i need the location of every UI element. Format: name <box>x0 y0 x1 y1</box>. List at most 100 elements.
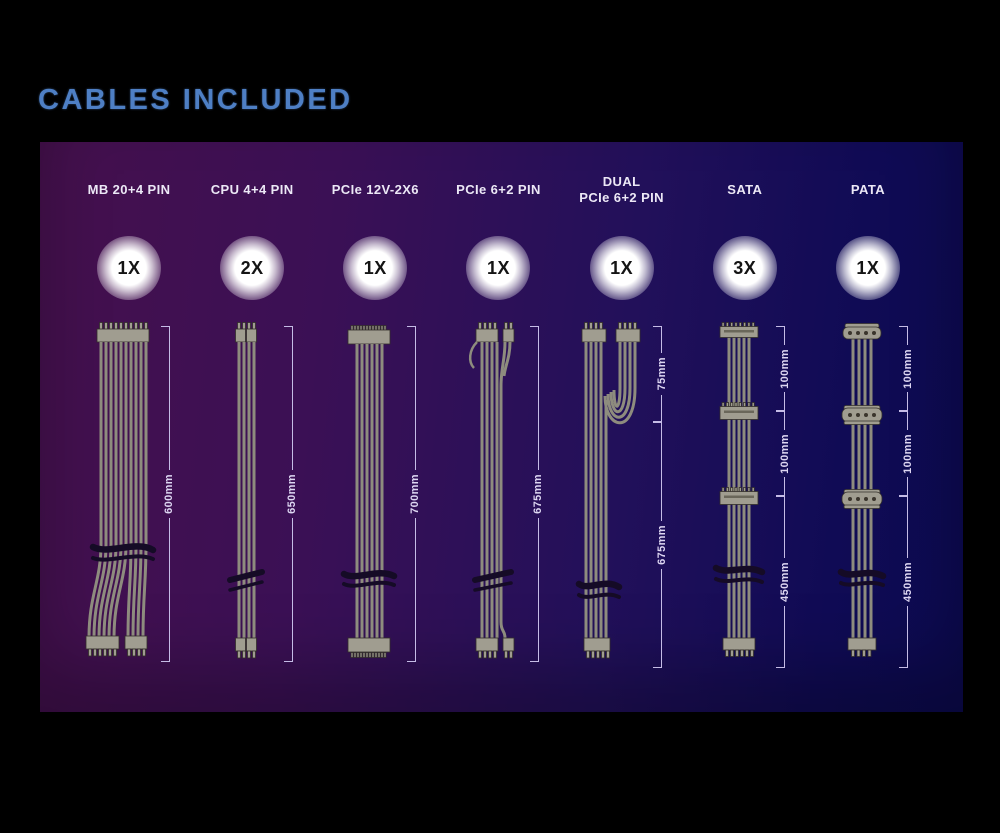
bracket-line <box>784 497 786 559</box>
quantity-badge: 3X <box>712 236 777 300</box>
bracket-line <box>537 327 539 471</box>
bracket-tick <box>653 422 663 423</box>
quantity-badge: 1X <box>343 236 408 300</box>
cable-illustration-pata-icon <box>837 323 887 657</box>
cable-column-pata: PATA 1X <box>809 142 927 712</box>
cables-panel: MB 20+4 PIN 1X <box>40 142 963 712</box>
bracket-line <box>168 327 170 471</box>
measurement-bracket: 700mm <box>404 326 426 663</box>
measurement-bracket: 675mm <box>527 326 549 663</box>
bracket-tick <box>653 326 663 327</box>
bracket-tick <box>899 326 909 327</box>
quantity-badge-row: 1X <box>835 236 900 300</box>
quantity-badge-row: 1X <box>466 236 531 300</box>
cable-name: DUAL PCIe 6+2 PIN <box>579 173 664 205</box>
bracket-line <box>907 412 909 430</box>
bracket-line <box>168 517 170 662</box>
measurement-bracket: 100mm <box>774 326 796 412</box>
length-label: 100mm <box>778 433 791 474</box>
cable-column-pcie-12v-2x6: PCIe 12V-2X6 1X <box>316 142 434 712</box>
bracket-tick <box>899 496 909 497</box>
bracket-line <box>661 394 663 421</box>
bracket-line <box>907 392 909 411</box>
quantity-badge: 1X <box>97 236 161 300</box>
bracket-line <box>414 517 416 662</box>
bracket-tick <box>529 661 539 663</box>
cable-name: CPU 4+4 PIN <box>210 181 294 197</box>
bracket-tick <box>899 495 909 497</box>
length-label: 100mm <box>778 348 791 389</box>
quantity-badge: 1X <box>466 236 531 300</box>
bracket-tick <box>283 326 293 327</box>
bracket-tick <box>776 411 786 412</box>
bracket-line <box>784 412 786 430</box>
cable-name: SATA <box>727 181 763 197</box>
cable-illustration-mb-20-4-icon <box>85 322 157 657</box>
bracket-line <box>537 517 539 662</box>
bracket-line <box>291 327 293 471</box>
bracket-line <box>784 327 786 345</box>
cable-column-cpu-4-4: CPU 4+4 PIN 2X <box>193 142 311 712</box>
bracket-tick <box>776 495 786 497</box>
cable-diagram: 700mm <box>316 322 434 672</box>
cable-column-sata: SATA 3X <box>686 142 804 712</box>
bracket-line <box>907 477 909 496</box>
bracket-line <box>661 423 663 522</box>
bracket-tick <box>406 661 416 663</box>
length-label: 450mm <box>901 562 914 602</box>
bracket-tick <box>776 496 786 497</box>
cable-illustration-cpu-4-4-icon <box>227 322 266 659</box>
bracket-tick <box>899 410 909 412</box>
bracket-tick <box>776 326 786 327</box>
bracket-tick <box>406 326 416 327</box>
cable-name: PATA <box>850 181 885 197</box>
cable-column-dual-pcie-6-2: DUAL PCIe 6+2 PIN 1X <box>563 142 681 712</box>
measurement-bracket: 600mm <box>158 326 180 663</box>
quantity-badge-row: 1X <box>343 236 408 300</box>
quantity-badge-row: 3X <box>712 236 777 300</box>
bracket-line <box>661 327 663 354</box>
length-label: 675mm <box>655 525 668 565</box>
cable-diagram: 675mm <box>439 322 557 672</box>
cable-columns: MB 20+4 PIN 1X <box>40 142 963 712</box>
measurement-bracket: 100mm <box>897 411 919 497</box>
cable-name: MB 20+4 PIN <box>87 181 171 197</box>
cable-column-mb-20-4: MB 20+4 PIN 1X <box>70 142 188 712</box>
length-label: 675mm <box>532 474 545 514</box>
cable-diagram: 100mm 100mm 450mm <box>686 322 804 672</box>
bracket-line <box>414 327 416 471</box>
bracket-tick <box>283 661 293 663</box>
cable-diagram: 650mm <box>193 322 311 672</box>
cable-diagram: 600mm <box>70 322 188 672</box>
length-label: 100mm <box>901 433 914 474</box>
cable-illustration-sata-icon <box>712 322 766 657</box>
measurement-bracket: 450mm <box>774 496 796 669</box>
quantity-badge-row: 1X <box>589 236 654 300</box>
cable-column-pcie-6-2: PCIe 6+2 PIN 1X <box>439 142 557 712</box>
page-title: CABLES INCLUDED <box>38 84 353 116</box>
bracket-line <box>907 497 909 559</box>
bracket-line <box>784 392 786 411</box>
bracket-tick <box>529 326 539 327</box>
measurement-bracket: 450mm <box>897 496 919 669</box>
bracket-line <box>784 605 786 668</box>
length-label: 100mm <box>901 348 914 389</box>
quantity-badge: 2X <box>220 236 285 300</box>
measurement-bracket: 100mm <box>774 411 796 497</box>
bracket-tick <box>160 326 170 327</box>
quantity-badge: 1X <box>835 236 900 300</box>
cable-diagram: 75mm 675mm <box>563 322 681 672</box>
cable-illustration-pcie-6-2-icon <box>469 322 515 659</box>
bracket-tick <box>653 421 663 422</box>
measurement-bracket: 650mm <box>281 326 303 663</box>
measurement-bracket: 75mm <box>651 326 673 422</box>
length-label: 600mm <box>163 474 175 514</box>
quantity-badge: 1X <box>589 236 654 300</box>
cable-diagram: 100mm 100mm 450mm <box>809 322 927 672</box>
bracket-tick <box>899 667 909 669</box>
cable-name: PCIe 12V-2X6 <box>331 181 419 197</box>
bracket-tick <box>160 661 170 663</box>
cable-illustration-pcie-12v-2x6-icon <box>341 325 398 658</box>
bracket-line <box>784 477 786 496</box>
